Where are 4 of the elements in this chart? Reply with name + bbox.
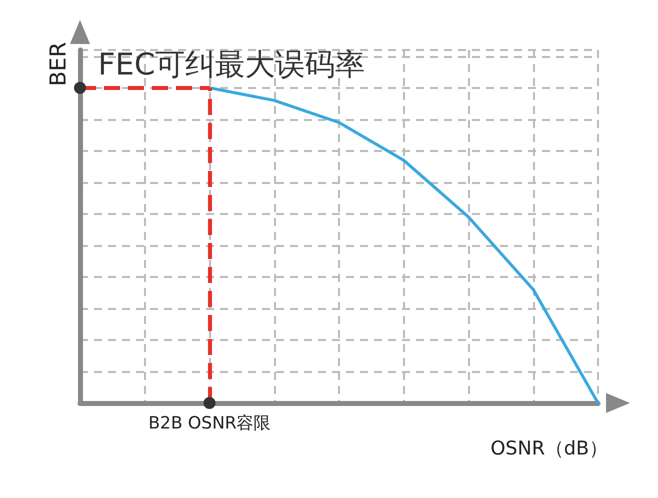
y-axis-title: BER [46,42,72,86]
text: B2B OSNR容限 [148,414,271,434]
ref-line-label: FEC可纠最大误码率 [98,47,366,82]
x-axis-title: OSNR（dB） [490,438,608,460]
